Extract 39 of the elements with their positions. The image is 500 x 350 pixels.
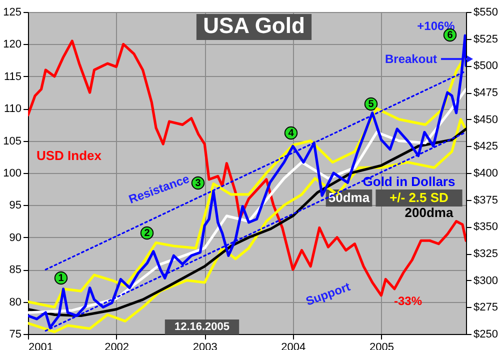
y-tick-label: 105 [3,135,22,148]
text: 200dma [404,205,454,220]
y2-tick-label: $550 [474,6,498,18]
annotation: 12.16.2005 [174,321,230,333]
y-tick-label: 125 [3,6,22,18]
y2-tick-label: $275 [474,302,498,314]
y2-tick-label: $475 [474,87,498,99]
annotation: 1 [58,273,64,284]
annotation: -33% [394,294,422,308]
chart-title: USA Gold [203,13,305,38]
y2-tick-label: $425 [474,140,498,153]
y-tick-label: 85 [9,264,22,276]
y-tick-label: 110 [4,103,22,116]
annotation: 5 [368,99,374,110]
y2-tick-label: $500 [474,60,498,72]
annotation: Breakout [384,52,438,66]
y-tick-label: 95 [9,200,22,212]
annotation: 6 [447,30,454,41]
text: USD Index [36,148,102,163]
y-tick-label: 120 [3,38,22,51]
series-label: Gold in Dollars [362,174,456,189]
y-tick-label: 90 [9,232,22,244]
annotation: 3 [195,178,202,189]
annotation: 4 [288,128,294,139]
y-tick-label: 75 [9,328,22,340]
y-tick-label: 100 [3,168,22,180]
y2-tick-label: $325 [474,248,498,260]
y2-tick-label: $250 [474,328,498,340]
series-label: 50dma [328,190,370,205]
y2-tick-label: $400 [474,168,498,180]
text: +/- 2.5 SD [390,190,448,205]
y2-tick-label: $450 [474,114,498,126]
y-tick-label: 80 [9,296,22,308]
y2-tick-label: $375 [474,194,498,206]
y2-tick-label: $525 [474,33,498,46]
annotation: 2 [144,228,150,239]
y2-tick-label: $300 [474,274,498,287]
y2-tick-label: $350 [474,221,498,234]
y-tick-label: 115 [4,70,22,83]
